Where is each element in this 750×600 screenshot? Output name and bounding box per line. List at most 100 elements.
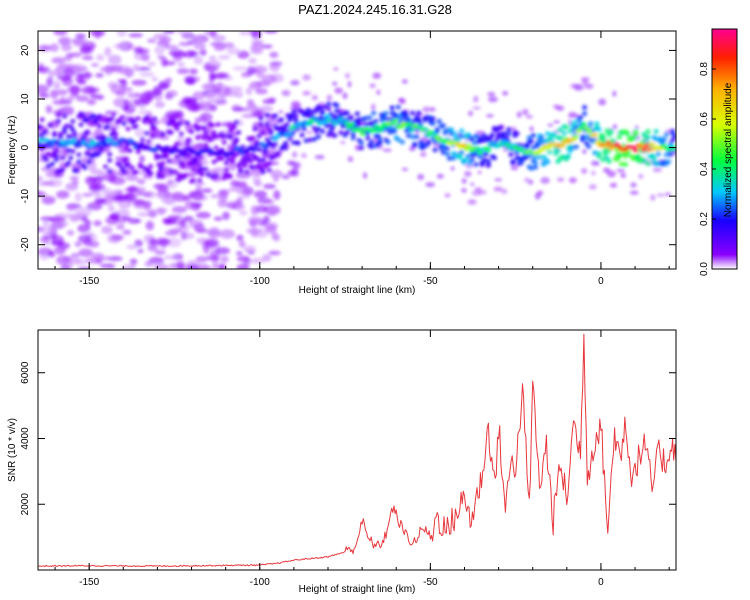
spectrogram-noise-blob — [302, 74, 311, 81]
spectrogram-noise-blob — [56, 190, 70, 199]
spectrogram-ridge-halo — [186, 137, 193, 143]
spectrogram-ridge-halo — [98, 145, 105, 151]
spectrogram-ridge-halo — [301, 126, 307, 132]
spectrogram-ridge-halo — [524, 144, 530, 150]
spectrogram-ridge-halo — [150, 133, 156, 139]
spectrogram-noise-blob — [171, 205, 187, 214]
spectrogram-ridge-core — [160, 148, 167, 153]
spectrogram-noise-blob — [73, 42, 90, 48]
spectrogram-noise-blob — [45, 105, 53, 114]
spectrogram-noise-blob — [212, 87, 222, 94]
spectrogram-noise-blob — [165, 77, 173, 84]
spectrogram-noise-blob — [78, 248, 93, 258]
spectrogram-noise-blob — [78, 234, 93, 243]
spectrogram-ridge-halo — [283, 140, 289, 146]
spectrogram-ridge-halo — [350, 135, 356, 141]
spectrogram-ridge-halo — [371, 110, 377, 116]
spectrogram-ridge-halo — [86, 159, 92, 165]
spectrogram-noise-blob — [326, 94, 332, 101]
spectrogram-ridge-halo — [121, 168, 127, 174]
spectrogram-ridge-halo — [90, 113, 96, 119]
spectrogram-noise-blob — [216, 72, 230, 79]
spectrogram-ridge-halo — [78, 122, 84, 128]
spectrogram-ridge-halo — [326, 132, 332, 138]
spectrogram-noise-blob — [254, 216, 264, 226]
spectrogram-noise-blob — [215, 246, 231, 255]
spectrogram-noise-blob — [95, 72, 104, 78]
spectrogram-noise-blob — [116, 67, 129, 74]
spectrogram-ridge-core — [138, 142, 145, 147]
colorbar-tick-label: 0.2 — [699, 212, 710, 226]
spectrogram-noise-blob — [232, 107, 248, 112]
spectrogram-noise-blob — [239, 210, 248, 216]
spectrogram-ridge-halo — [555, 147, 561, 153]
spectrogram-ridge-halo — [289, 114, 295, 120]
spectrogram-noise-blob — [262, 215, 271, 225]
spectrogram-ridge-halo — [105, 118, 111, 124]
spectrogram-ridge-halo — [541, 161, 547, 167]
spectrogram-noise-blob — [612, 90, 617, 97]
spectrogram-noise-blob — [38, 92, 50, 99]
spectrogram-noise-blob — [502, 90, 509, 96]
spectrogram-ridge-halo — [147, 163, 154, 169]
spectrogram-ridge-halo — [616, 134, 622, 140]
spectrogram-ridge-halo — [113, 131, 119, 137]
spectrogram-noise-blob — [106, 264, 115, 269]
spectrogram-noise-blob — [334, 87, 344, 94]
spectrogram-ridge-halo — [62, 113, 68, 119]
spectrogram-ridge-halo — [667, 152, 674, 158]
spectrogram-ridge-halo — [203, 130, 209, 136]
spectrogram-noise-blob — [429, 107, 436, 112]
spectrogram-noise-blob — [158, 36, 172, 43]
spectrogram-ridge-halo — [39, 117, 45, 123]
spectrogram-noise-blob — [238, 181, 248, 190]
spectrogram-ridge-halo — [594, 121, 600, 127]
spectrogram-noise-blob — [195, 263, 211, 269]
spectrogram-ridge-halo — [59, 167, 66, 173]
spectrogram-noise-blob — [127, 92, 140, 99]
spectrogram-noise-blob — [65, 182, 79, 191]
spectrogram-ridge-halo — [190, 167, 197, 172]
spectrogram-noise-blob — [236, 50, 250, 59]
spectrogram-noise-blob — [347, 81, 352, 88]
spectrogram-noise-blob — [192, 143, 206, 148]
spectrogram-ridge-halo — [367, 115, 373, 121]
spectrogram-noise-blob — [61, 43, 73, 52]
spectrogram-noise-blob — [269, 51, 279, 59]
snr-y-axis-label: SNR (10 * v/v) — [7, 418, 18, 482]
spectrogram-noise-blob — [149, 237, 157, 246]
spectrogram-ridge-halo — [62, 129, 68, 135]
spectrogram-noise-blob — [79, 45, 94, 55]
spectrogram-noise-blob — [547, 123, 554, 127]
spectrogram-ridge-halo — [45, 163, 51, 169]
spectrogram-noise-blob — [157, 207, 166, 216]
spectrogram-noise-blob — [524, 177, 530, 183]
spectrogram-ridge-halo — [84, 129, 90, 135]
spectrogram-ridge-halo — [420, 141, 426, 147]
spectrogram-noise-blob — [281, 89, 291, 97]
spectrogram-noise-blob — [261, 74, 277, 84]
spectrogram-noise-blob — [254, 180, 263, 187]
spectrogram-ridge-halo — [387, 129, 393, 135]
spectrogram-noise-blob — [40, 216, 54, 222]
spectrogram-noise-blob — [616, 168, 626, 173]
spectrogram-noise-blob — [177, 62, 185, 67]
spectrogram-ridge-halo — [291, 140, 297, 146]
spectrogram-ridge-halo — [219, 156, 225, 161]
spectrogram-noise-blob — [107, 54, 122, 65]
spectrogram-ridge-halo — [49, 161, 55, 167]
spectrogram-ridge-halo — [268, 130, 274, 135]
spectrogram-noise-blob — [127, 217, 140, 224]
spectrogram-ridge-halo — [174, 126, 180, 132]
spectrogram-noise-blob — [176, 31, 193, 36]
spectrogram-ridge-halo — [364, 135, 371, 141]
spectrogram-noise-blob — [187, 264, 199, 269]
spectrogram-noise-blob — [90, 169, 103, 175]
spectrogram-ridge-halo — [624, 131, 631, 136]
spectrogram-noise-blob — [182, 215, 194, 222]
spectrogram-ridge-halo — [66, 148, 72, 153]
spectrogram-ridge-halo — [432, 147, 438, 153]
spectrogram-ridge-halo — [663, 132, 670, 137]
spectrogram-noise-blob — [196, 228, 210, 234]
